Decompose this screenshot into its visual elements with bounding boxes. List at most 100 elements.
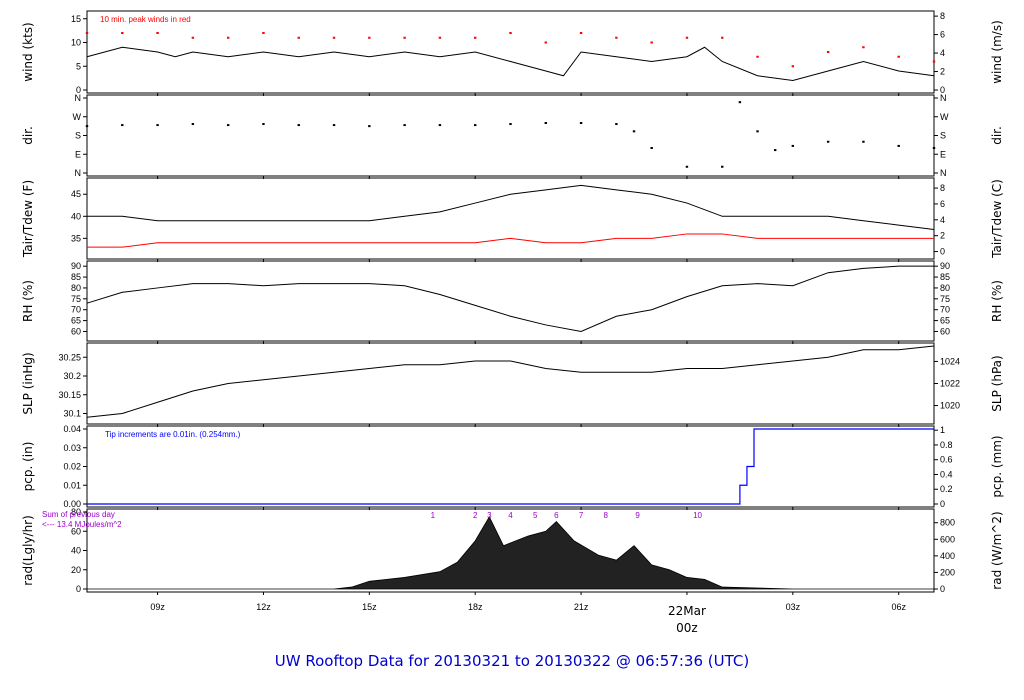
right-tick-label: 6 xyxy=(940,30,945,40)
right-tick-label: 85 xyxy=(940,272,950,282)
x-tick-label: 21z xyxy=(574,602,589,612)
series-point-dir xyxy=(738,101,742,104)
series-point-dir xyxy=(156,124,159,127)
x-tick-label: 03z xyxy=(786,602,801,612)
panel-frames xyxy=(86,10,935,593)
right-tick-label: S xyxy=(940,131,946,141)
rad-marker-label: 6 xyxy=(554,511,559,520)
y-axis-label-left: SLP (inHg) xyxy=(21,352,35,414)
x-date-label: 22Mar xyxy=(668,604,706,618)
left-tick-label: 30.1 xyxy=(63,409,81,419)
left-tick-label: 45 xyxy=(71,189,81,199)
right-tick-label: 60 xyxy=(940,326,950,336)
series-point-peak xyxy=(438,36,442,39)
right-tick-label: N xyxy=(940,168,947,178)
left-tick-label: 65 xyxy=(71,316,81,326)
y-axis-label-left: RH (%) xyxy=(21,280,35,322)
panel-frame-wind xyxy=(86,10,935,94)
right-tick-label: 1024 xyxy=(940,356,960,366)
series-point-peak xyxy=(156,32,159,34)
series-point-dir xyxy=(615,123,618,126)
left-tick-label: 0 xyxy=(76,584,81,594)
right-tick-label: 0.6 xyxy=(940,455,953,465)
series-point-dir xyxy=(191,123,195,126)
left-tick-label: 60 xyxy=(71,326,81,336)
left-tick-label: 0.04 xyxy=(63,424,81,434)
left-tick-label: 70 xyxy=(71,305,81,315)
left-tick-label: E xyxy=(75,149,81,159)
series-point-dir xyxy=(632,130,636,133)
left-tick-label: 0.00 xyxy=(63,499,81,509)
right-tick-label: 2 xyxy=(940,67,945,77)
series-point-peak xyxy=(85,32,89,34)
series-point-dir xyxy=(685,165,689,168)
left-tick-label: 90 xyxy=(71,261,81,271)
series-point-peak xyxy=(615,36,618,39)
left-tick-label: 5 xyxy=(76,61,81,71)
left-tick-label: 75 xyxy=(71,294,81,304)
series-point-peak xyxy=(332,36,336,39)
right-tick-label: 2 xyxy=(940,231,945,241)
series-point-peak xyxy=(121,32,124,34)
series-point-peak xyxy=(685,36,689,39)
y-axis-label-right: SLP (hPa) xyxy=(990,355,1004,411)
series-point-dir xyxy=(791,144,795,147)
data-series xyxy=(85,32,936,590)
series-point-peak xyxy=(862,46,865,49)
right-tick-label: 75 xyxy=(940,294,950,304)
series-point-dir xyxy=(438,124,442,127)
left-tick-label: 80 xyxy=(71,283,81,293)
right-tick-label: 200 xyxy=(940,567,955,577)
rad-marker-label: 2 xyxy=(473,511,478,520)
x-tick-label: 06z xyxy=(891,602,906,612)
series-point-dir xyxy=(85,125,89,128)
series-step-pcp xyxy=(87,428,934,505)
series-point-peak xyxy=(721,36,724,39)
right-tick-label: 70 xyxy=(940,305,950,315)
right-tick-label: 6 xyxy=(940,199,945,209)
right-tick-label: 1 xyxy=(940,425,945,435)
series-line-tdew xyxy=(87,233,934,248)
y-axis-label-left: wind (kts) xyxy=(21,22,35,81)
series-point-peak xyxy=(791,65,795,68)
series-point-dir xyxy=(773,149,777,152)
left-tick-label: 30.2 xyxy=(63,371,81,381)
series-point-dir xyxy=(262,123,265,126)
series-point-dir xyxy=(650,147,653,149)
right-tick-label: 4 xyxy=(940,48,945,58)
chart-title: UW Rooftop Data for 20130321 to 20130322… xyxy=(275,652,749,670)
series-point-dir xyxy=(332,124,336,127)
y-axis-label-right: rad (W/m^2) xyxy=(990,511,1004,589)
y-axis-label-right: RH (%) xyxy=(990,280,1004,322)
panel-frame-dir xyxy=(86,94,935,177)
left-tick-label: 80 xyxy=(71,507,81,517)
series-point-dir xyxy=(756,130,759,133)
y-axis-label-left: dir. xyxy=(21,126,35,145)
series-point-dir xyxy=(368,125,371,128)
series-point-peak xyxy=(932,60,936,63)
series-point-peak xyxy=(579,32,583,34)
series-point-peak xyxy=(191,36,195,39)
rad-marker-label: 3 xyxy=(487,511,492,520)
y-axis-label-left: pcp. (in) xyxy=(21,442,35,492)
panel-frame-slp xyxy=(86,342,935,425)
rad-marker-label: 1 xyxy=(431,511,436,520)
right-tick-label: 0 xyxy=(940,247,945,257)
left-tick-label: 0.01 xyxy=(63,480,81,490)
rad-marker-label: 4 xyxy=(508,511,513,520)
series-point-dir xyxy=(932,147,936,149)
series-point-dir xyxy=(474,124,477,127)
left-tick-label: 0 xyxy=(76,85,81,95)
time-axis: 09z 12z 15z 18z 21z 00z 03z 06z 22Mar xyxy=(150,602,906,635)
left-tick-label: 30.25 xyxy=(58,352,81,362)
series-point-peak xyxy=(368,36,371,39)
right-tick-label: N xyxy=(940,93,947,103)
left-tick-label: N xyxy=(75,93,82,103)
x-tick-label: 00z xyxy=(676,621,698,635)
panel-annotation: Tip increments are 0.01in. (0.254mm.) xyxy=(105,430,241,439)
panel-ticks: 05101502468NESWNNESWN3540450246860657075… xyxy=(58,11,960,595)
right-tick-label: 4 xyxy=(940,215,945,225)
left-tick-label: 30.15 xyxy=(58,390,81,400)
left-tick-label: 10 xyxy=(71,38,81,48)
series-line-tair xyxy=(87,184,935,231)
